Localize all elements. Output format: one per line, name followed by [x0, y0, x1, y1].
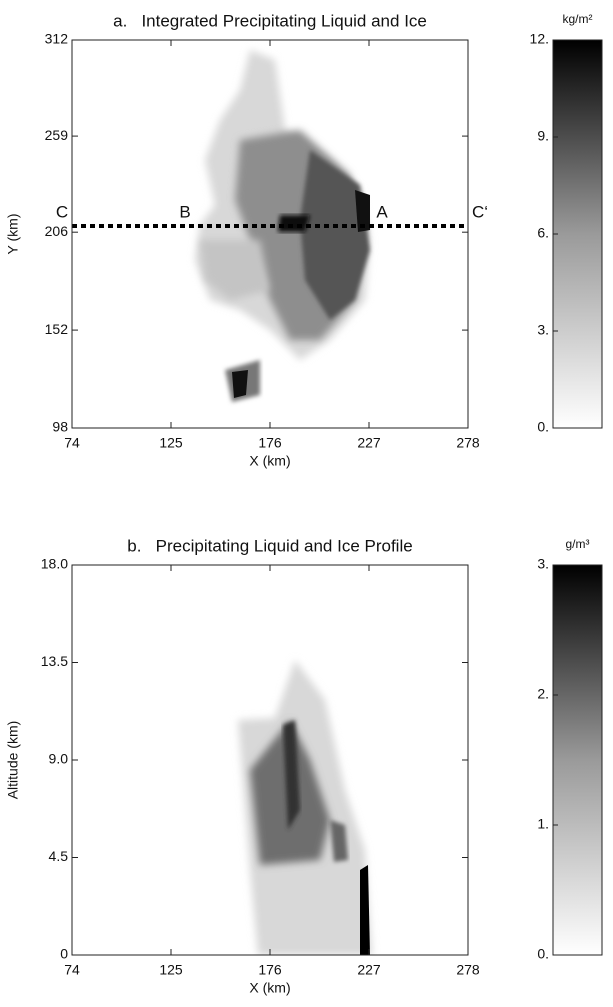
- y-tick-label: 206: [45, 223, 69, 239]
- colorbar-label: kg/m²: [563, 12, 593, 26]
- colorbar-tick-label: 3.: [537, 322, 549, 338]
- colorbar-tick-label: 0.: [537, 946, 549, 962]
- field-a: [195, 50, 370, 402]
- colorbar: [552, 39, 603, 429]
- x-tick-label: 74: [64, 435, 80, 451]
- y-axis-label: Y (km): [5, 214, 21, 255]
- x-tick-label: 125: [159, 435, 183, 451]
- y-tick-label: 152: [45, 321, 69, 337]
- section-label: C‘: [472, 202, 488, 221]
- colorbar-tick-label: 9.: [537, 128, 549, 144]
- y-axis-label: Altitude (km): [5, 721, 21, 800]
- x-tick-label: 278: [456, 962, 480, 978]
- colorbar-tick-label: 3.: [537, 556, 549, 572]
- x-tick-label: 176: [258, 435, 282, 451]
- y-tick-label: 13.5: [41, 653, 68, 669]
- y-tick-label: 259: [45, 127, 69, 143]
- x-axis-label: X (km): [249, 980, 290, 996]
- colorbar-tick-label: 1.: [537, 816, 549, 832]
- colorbar-label: g/m³: [566, 537, 590, 551]
- y-tick-label: 4.5: [49, 848, 69, 864]
- panel-title: b. Precipitating Liquid and Ice Profile: [127, 536, 412, 555]
- section-label: B: [179, 202, 190, 221]
- colorbar-tick-label: 6.: [537, 225, 549, 241]
- x-axis-label: X (km): [249, 453, 290, 469]
- y-tick-label: 98: [52, 419, 68, 435]
- field-b: [238, 660, 372, 955]
- colorbar-tick-label: 12.: [530, 31, 549, 47]
- colorbar-tick-label: 0.: [537, 419, 549, 435]
- y-tick-label: 312: [45, 31, 69, 47]
- x-tick-label: 227: [357, 962, 381, 978]
- x-tick-label: 227: [357, 435, 381, 451]
- x-tick-label: 125: [159, 962, 183, 978]
- section-label: C: [56, 202, 68, 221]
- colorbar-tick-label: 2.: [537, 686, 549, 702]
- x-tick-label: 278: [456, 435, 480, 451]
- panel-title: a. Integrated Precipitating Liquid and I…: [113, 11, 427, 30]
- y-tick-label: 0: [60, 946, 68, 962]
- section-label: A: [376, 202, 388, 221]
- x-tick-label: 74: [64, 962, 80, 978]
- y-tick-label: 9.0: [49, 751, 69, 767]
- y-tick-label: 18.0: [41, 556, 68, 572]
- x-tick-label: 176: [258, 962, 282, 978]
- colorbar: [552, 564, 603, 956]
